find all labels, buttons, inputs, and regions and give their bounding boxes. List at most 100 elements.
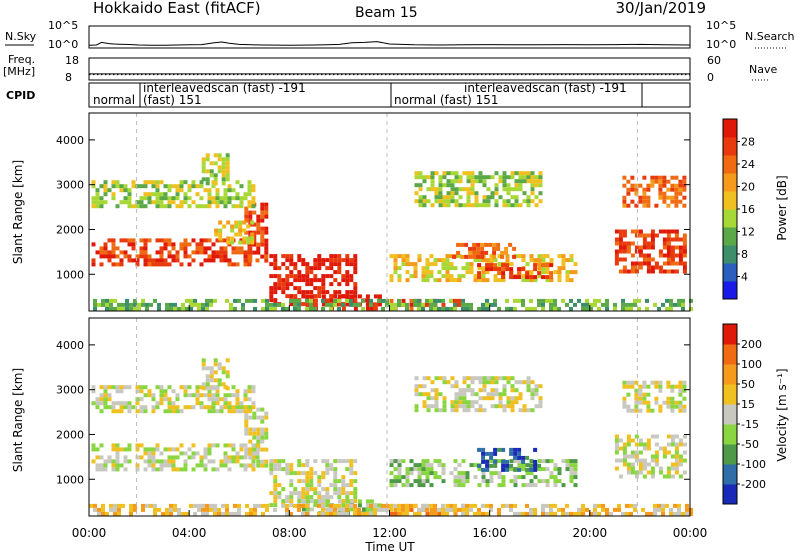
data-cell xyxy=(629,511,633,516)
data-cell xyxy=(525,503,529,508)
data-cell xyxy=(247,200,252,205)
data-cell xyxy=(341,487,346,492)
colorbar-tick-label: 8 xyxy=(741,248,748,261)
data-cell xyxy=(301,487,306,492)
data-cell xyxy=(477,275,482,280)
data-cell xyxy=(221,169,226,174)
data-cell xyxy=(498,376,503,381)
data-cell xyxy=(669,507,673,512)
data-cell xyxy=(333,475,338,480)
data-cell xyxy=(534,179,539,184)
data-cell xyxy=(217,382,222,387)
data-cell xyxy=(377,298,381,303)
data-cell xyxy=(674,454,679,459)
data-cell xyxy=(293,262,298,267)
data-cell xyxy=(662,269,667,274)
data-cell xyxy=(211,405,216,410)
data-cell xyxy=(357,294,362,299)
data-cell xyxy=(289,479,294,484)
data-cell xyxy=(111,459,116,464)
data-cell xyxy=(622,241,627,246)
data-cell xyxy=(191,443,196,448)
data-cell xyxy=(429,298,433,303)
y-tick-label: 2000 xyxy=(56,223,84,236)
data-cell xyxy=(167,455,172,460)
data-cell xyxy=(646,462,651,467)
data-cell xyxy=(449,266,454,271)
data-cell xyxy=(341,491,346,496)
data-cell xyxy=(389,298,394,303)
data-cell xyxy=(626,269,631,274)
data-cell xyxy=(505,463,510,468)
data-cell xyxy=(297,507,301,512)
data-cell xyxy=(321,499,326,504)
data-cell xyxy=(227,405,232,410)
data-cell xyxy=(474,400,479,405)
colorbar-tick-label: -50 xyxy=(741,438,759,451)
data-cell xyxy=(429,270,434,275)
data-cell xyxy=(227,443,232,448)
data-cell xyxy=(509,507,513,512)
data-cell xyxy=(517,451,522,456)
data-cell xyxy=(155,188,160,193)
data-cell xyxy=(207,443,212,448)
data-cell xyxy=(235,196,240,201)
data-cell xyxy=(99,393,104,398)
data-cell xyxy=(638,470,643,475)
data-cell xyxy=(135,447,140,452)
data-cell xyxy=(207,451,212,456)
data-cell xyxy=(666,269,671,274)
data-cell xyxy=(139,196,144,201)
data-cell xyxy=(526,376,531,381)
data-cell xyxy=(333,471,338,476)
data-cell xyxy=(533,463,538,468)
data-cell xyxy=(450,191,455,196)
data-cell xyxy=(437,475,442,480)
data-cell xyxy=(117,302,121,307)
data-cell xyxy=(252,431,257,436)
data-cell xyxy=(127,192,132,197)
data-cell xyxy=(518,187,523,192)
data-cell xyxy=(541,507,545,512)
data-cell xyxy=(650,408,655,413)
data-cell xyxy=(501,475,506,480)
data-cell xyxy=(203,246,208,251)
data-cell xyxy=(614,458,619,463)
data-cell xyxy=(213,153,218,158)
data-cell xyxy=(209,507,213,512)
data-cell xyxy=(145,306,149,311)
data-cell xyxy=(642,400,647,405)
data-cell xyxy=(670,257,675,262)
data-cell xyxy=(223,250,228,255)
data-cell xyxy=(510,388,515,393)
data-cell xyxy=(103,188,108,193)
data-cell xyxy=(650,474,655,479)
data-cell xyxy=(501,271,506,276)
data-cell xyxy=(333,258,338,263)
data-cell xyxy=(609,511,613,516)
data-cell xyxy=(195,242,200,247)
data-cell xyxy=(101,511,105,516)
data-cell xyxy=(99,443,104,448)
data-cell xyxy=(646,265,651,270)
data-cell xyxy=(634,187,639,192)
data-cell xyxy=(678,438,683,443)
data-cell xyxy=(486,175,491,180)
data-cell xyxy=(143,258,148,263)
data-cell xyxy=(517,267,522,272)
data-cell xyxy=(264,415,269,420)
data-cell xyxy=(239,200,244,205)
data-cell xyxy=(175,409,180,414)
data-cell xyxy=(317,254,322,259)
data-cell xyxy=(441,258,446,263)
data-cell xyxy=(155,401,160,406)
data-cell xyxy=(297,306,301,311)
data-cell xyxy=(244,210,249,215)
data-cell xyxy=(99,204,104,209)
data-cell xyxy=(509,479,514,484)
data-cell xyxy=(250,232,255,237)
data-cell xyxy=(670,454,675,459)
data-cell xyxy=(179,188,184,193)
data-cell xyxy=(217,153,222,158)
data-cell xyxy=(103,393,108,398)
